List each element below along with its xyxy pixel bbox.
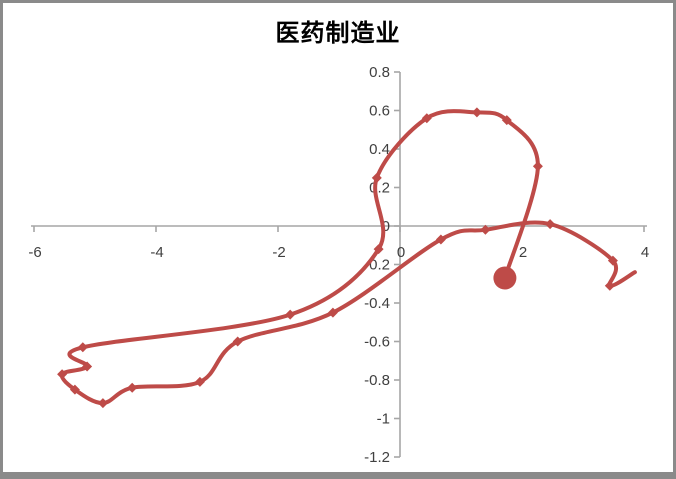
data-point-marker (371, 172, 382, 183)
data-point-marker (97, 398, 108, 409)
data-point-marker (421, 113, 432, 124)
y-tick-label: 0.8 (369, 64, 390, 81)
x-tick-label: -2 (272, 244, 285, 261)
x-tick-label: -6 (28, 244, 41, 261)
data-point-marker (194, 376, 205, 387)
data-point-marker (480, 224, 491, 235)
x-tick-label: 4 (641, 244, 649, 261)
y-tick-label: 0.2 (369, 180, 390, 197)
data-point-marker (285, 309, 296, 320)
y-tick-label: -0.6 (364, 334, 390, 351)
y-tick-label: -0.8 (364, 372, 390, 389)
data-point-marker (471, 107, 482, 118)
data-point-marker (127, 382, 138, 393)
data-point-marker (69, 384, 80, 395)
x-tick-label: 2 (519, 244, 527, 261)
y-tick-label: -0.4 (364, 295, 390, 312)
x-tick-label: -4 (150, 244, 163, 261)
data-point-marker (604, 280, 615, 291)
x-tick-label: 0 (397, 244, 405, 261)
latest-point-marker (493, 266, 517, 290)
y-tick-label: 0 (382, 218, 390, 235)
y-tick-label: 0.6 (369, 103, 390, 120)
y-tick-label: -1 (377, 411, 390, 428)
data-point-marker (232, 336, 243, 347)
data-point-marker (77, 342, 88, 353)
data-point-marker (501, 115, 512, 126)
y-tick-label: -1.2 (364, 449, 390, 466)
data-point-marker (327, 307, 338, 318)
data-point-marker (607, 255, 618, 266)
series-line (59, 109, 637, 406)
data-point-marker (435, 234, 446, 245)
chart-title: 医药制造业 (275, 18, 401, 47)
data-point-marker (82, 361, 93, 372)
y-tick-label: 0.4 (369, 141, 390, 158)
data-point-marker (532, 161, 543, 172)
data-point-marker (545, 219, 556, 230)
data-point-marker (373, 244, 384, 255)
data-point-marker (57, 369, 68, 380)
